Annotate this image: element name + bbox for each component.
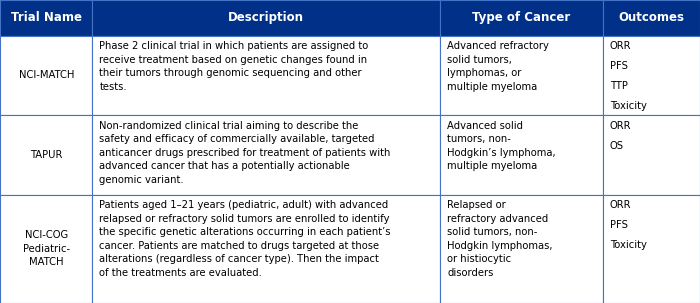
Text: Advanced refractory
solid tumors,
lymphomas, or
multiple myeloma: Advanced refractory solid tumors, lympho… bbox=[447, 41, 550, 92]
Text: Phase 2 clinical trial in which patients are assigned to
receive treatment based: Phase 2 clinical trial in which patients… bbox=[99, 41, 369, 92]
Text: Advanced solid
tumors, non-
Hodgkin’s lymphoma,
multiple myeloma: Advanced solid tumors, non- Hodgkin’s ly… bbox=[447, 121, 556, 171]
Bar bbox=[0, 195, 92, 303]
Bar bbox=[92, 195, 440, 303]
Bar bbox=[603, 195, 700, 303]
Bar bbox=[603, 0, 700, 36]
Bar bbox=[603, 115, 700, 195]
Bar bbox=[92, 115, 440, 195]
Bar bbox=[0, 115, 92, 195]
Bar bbox=[92, 36, 440, 115]
Text: Type of Cancer: Type of Cancer bbox=[473, 12, 570, 24]
Text: TAPUR: TAPUR bbox=[30, 150, 62, 160]
Bar bbox=[440, 195, 603, 303]
Bar bbox=[0, 36, 92, 115]
Text: Outcomes: Outcomes bbox=[618, 12, 685, 24]
Text: Patients aged 1–21 years (pediatric, adult) with advanced
relapsed or refractory: Patients aged 1–21 years (pediatric, adu… bbox=[99, 200, 391, 278]
Text: Description: Description bbox=[228, 12, 304, 24]
Bar bbox=[0, 0, 92, 36]
Text: ORR
PFS
TTP
Toxicity: ORR PFS TTP Toxicity bbox=[610, 41, 647, 111]
Text: Trial Name: Trial Name bbox=[10, 12, 82, 24]
Bar bbox=[440, 36, 603, 115]
Text: Non-randomized clinical trial aiming to describe the
safety and efficacy of comm: Non-randomized clinical trial aiming to … bbox=[99, 121, 391, 185]
Bar bbox=[92, 0, 440, 36]
Text: NCI-COG
Pediatric-
MATCH: NCI-COG Pediatric- MATCH bbox=[22, 230, 70, 267]
Bar bbox=[440, 115, 603, 195]
Bar bbox=[440, 0, 603, 36]
Text: ORR
PFS
Toxicity: ORR PFS Toxicity bbox=[610, 200, 647, 250]
Text: NCI-MATCH: NCI-MATCH bbox=[18, 70, 74, 81]
Text: ORR
OS: ORR OS bbox=[610, 121, 631, 151]
Text: Relapsed or
refractory advanced
solid tumors, non-
Hodgkin lymphomas,
or histioc: Relapsed or refractory advanced solid tu… bbox=[447, 200, 553, 278]
Bar bbox=[603, 36, 700, 115]
